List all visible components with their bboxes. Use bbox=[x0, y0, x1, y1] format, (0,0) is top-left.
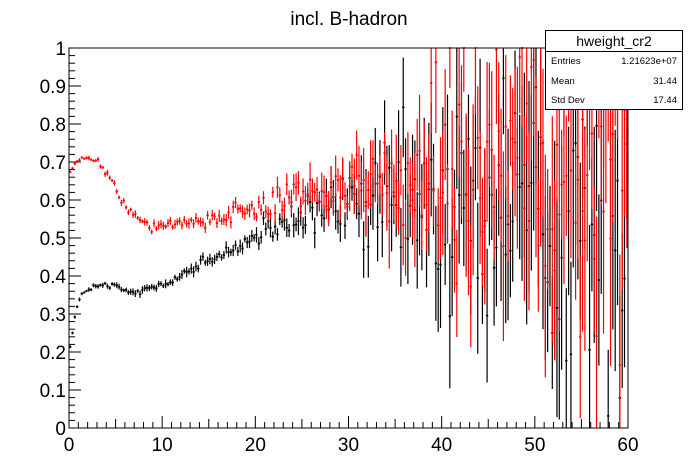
y-tick-label: 0.5 bbox=[40, 229, 66, 250]
y-tick-label: 0.8 bbox=[40, 115, 66, 136]
y-tick-label: 0.3 bbox=[40, 305, 66, 326]
x-tick-label: 30 bbox=[338, 435, 359, 456]
stats-row-entries: Entries 1.21623e+07 bbox=[546, 52, 682, 72]
x-tick-label: 10 bbox=[152, 435, 173, 456]
x-tick-label: 40 bbox=[431, 435, 452, 456]
y-tick-label: 0.4 bbox=[40, 267, 67, 288]
stats-row-mean: Mean 31.44 bbox=[546, 72, 682, 92]
x-tick-label: 60 bbox=[617, 435, 638, 456]
y-tick-label: 0.6 bbox=[40, 191, 66, 212]
stats-label: Mean bbox=[551, 75, 575, 87]
stats-label: Entries bbox=[551, 56, 581, 67]
y-tick-label: 0.2 bbox=[40, 343, 66, 364]
x-tick-label: 20 bbox=[245, 435, 266, 456]
chart-title: incl. B-hadron bbox=[290, 9, 407, 30]
y-tick-label: 0 bbox=[55, 419, 66, 440]
stats-label: Std Dev bbox=[551, 95, 585, 106]
y-tick-label: 0.7 bbox=[40, 153, 66, 174]
stats-value: 31.44 bbox=[653, 75, 677, 87]
stats-value: 1.21623e+07 bbox=[621, 56, 677, 67]
stats-title: hweight_cr2 bbox=[546, 31, 682, 52]
stats-row-stddev: Std Dev 17.44 bbox=[546, 91, 682, 111]
y-tick-label: 0.1 bbox=[40, 381, 66, 402]
y-tick-label: 0.9 bbox=[40, 77, 66, 98]
plot-border bbox=[68, 47, 629, 429]
tick-labels: 0 10 20 30 40 50 60 0 0.1 0.2 0.3 0.4 0.5 0.6 0.7 0.8 0.… bbox=[40, 39, 639, 456]
plot-frame bbox=[68, 47, 629, 429]
data-series bbox=[69, 47, 628, 428]
x-tick-label: 0 bbox=[64, 435, 75, 456]
axis-ticks bbox=[68, 47, 629, 429]
stats-box: hweight_cr2 Entries 1.21623e+07 Mean 31.… bbox=[545, 30, 683, 110]
stats-value: 17.44 bbox=[653, 95, 677, 106]
y-tick-label: 1 bbox=[55, 39, 66, 60]
x-tick-label: 50 bbox=[524, 435, 545, 456]
